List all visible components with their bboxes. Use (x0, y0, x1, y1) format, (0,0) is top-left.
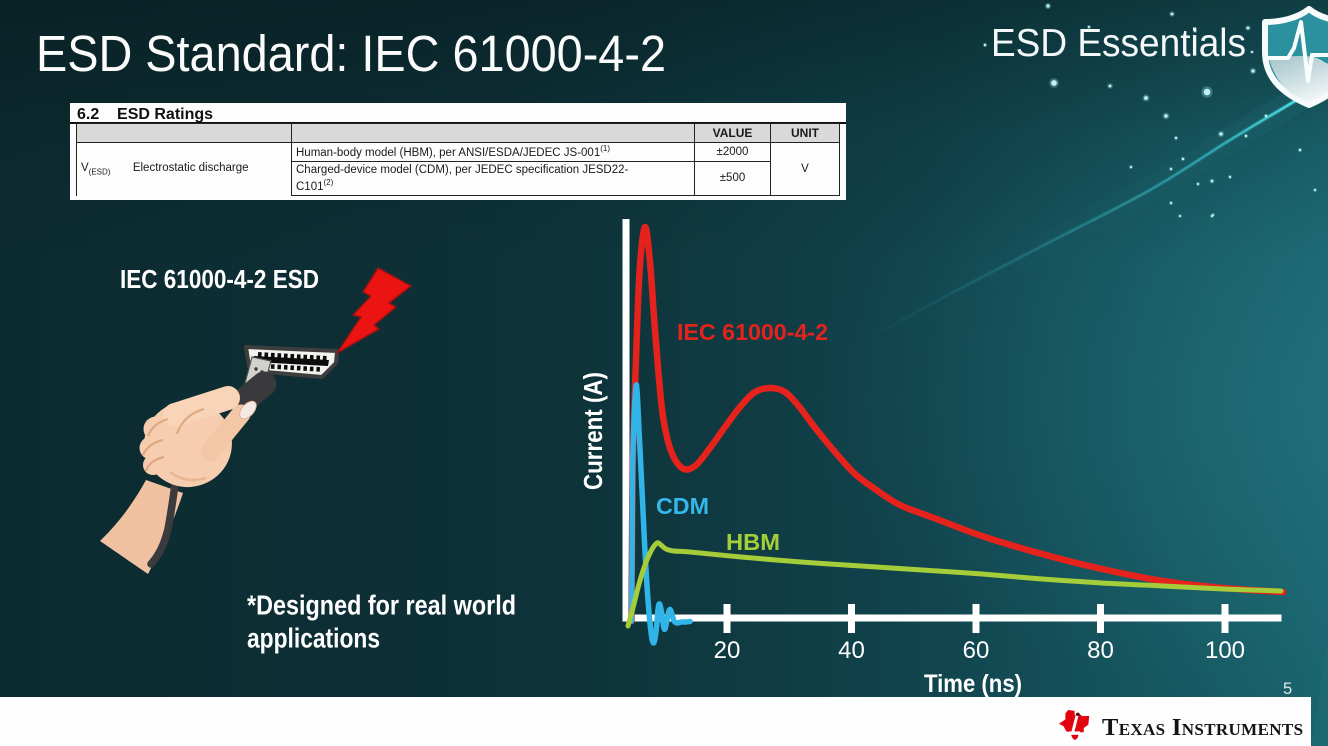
svg-text:80: 80 (1087, 637, 1114, 664)
svg-text:40: 40 (838, 637, 865, 664)
svg-text:5: 5 (1283, 680, 1292, 698)
svg-text:60: 60 (963, 637, 990, 664)
svg-text:HBM: HBM (726, 529, 780, 555)
svg-text:*Designed for real world: *Designed for real world (247, 590, 516, 621)
svg-text:Time (ns): Time (ns) (924, 670, 1022, 698)
svg-text:CDM: CDM (656, 493, 709, 519)
svg-text:IEC 61000-4-2 ESD: IEC 61000-4-2 ESD (120, 264, 319, 294)
svg-text:100: 100 (1205, 637, 1245, 664)
svg-text:20: 20 (714, 637, 741, 664)
svg-text:Current (A): Current (A) (578, 372, 608, 490)
svg-text:ESD Standard: IEC 61000-4-2: ESD Standard: IEC 61000-4-2 (36, 25, 666, 82)
svg-text:IEC 61000-4-2: IEC 61000-4-2 (677, 319, 828, 345)
svg-text:ESD Essentials: ESD Essentials (991, 22, 1246, 65)
svg-text:applications: applications (247, 623, 380, 654)
